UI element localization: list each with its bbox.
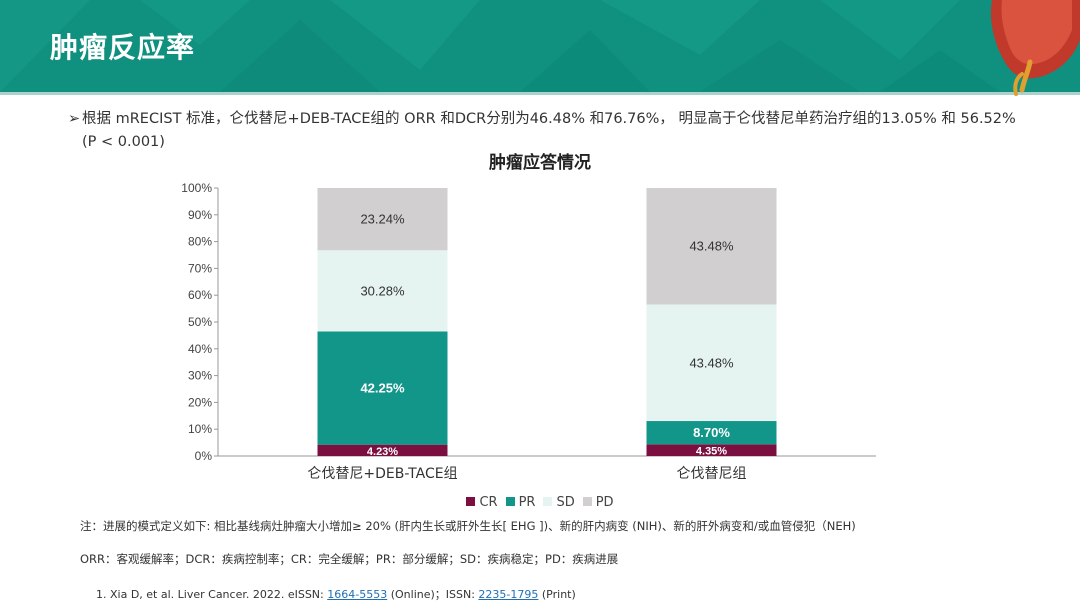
legend-item-cr: CR xyxy=(466,495,498,510)
liver-logo xyxy=(990,0,1080,96)
y-tick-label: 50% xyxy=(188,315,212,329)
data-label: 4.35% xyxy=(696,446,727,458)
legend-label: PR xyxy=(518,495,536,510)
legend-swatch xyxy=(543,497,553,506)
chart-title: 肿瘤应答情况 xyxy=(489,153,591,173)
bar-segment-cr xyxy=(317,444,448,456)
bar-segment-sd xyxy=(646,304,777,422)
note-abbreviations: ORR：客观缓解率；DCR：疾病控制率；CR：完全缓解；PR：部分缓解；SD：疾… xyxy=(80,552,619,566)
legend-item-pr: PR xyxy=(505,495,536,510)
y-tick-label: 100% xyxy=(181,181,212,195)
reference: 1. Xia D, et al. Liver Cancer. 2022. eIS… xyxy=(96,586,576,602)
header-divider xyxy=(0,92,1080,95)
bar-segment-pd xyxy=(646,187,777,305)
y-tick-label: 0% xyxy=(195,449,213,463)
data-label: 23.24% xyxy=(360,212,405,227)
chart-legend: CR PR SD PD xyxy=(0,495,1080,510)
summary-text: 根据 mRECIST 标准，仑伐替尼+DEB-TACE组的 ORR 和DCR分别… xyxy=(82,111,1016,150)
note-progression-definition: 注：进展的模式定义如下: 相比基线病灶肿瘤大小增加≥ 20% (肝内生长或肝外生… xyxy=(80,519,856,533)
legend-item-pd: PD xyxy=(582,495,614,510)
bullet-arrow-icon: ➢ xyxy=(68,111,81,127)
data-label: 43.48% xyxy=(689,355,734,370)
issn-link[interactable]: 2235-1795 xyxy=(478,588,539,601)
y-tick-label: 90% xyxy=(188,208,212,222)
bar-segment-pr xyxy=(646,421,777,445)
reference-mid: (Online)；ISSN: xyxy=(387,588,479,601)
y-tick-label: 80% xyxy=(188,235,212,249)
y-tick-label: 20% xyxy=(188,395,212,409)
header-pattern xyxy=(0,0,1000,92)
y-tick-label: 40% xyxy=(188,342,212,356)
bar-segment-pr xyxy=(317,331,448,445)
bar-segment-pd xyxy=(317,188,448,251)
data-label: 43.48% xyxy=(689,239,734,254)
data-label: 30.28% xyxy=(360,283,405,298)
reference-suffix: (Print) xyxy=(538,588,576,601)
summary-bullet: ➢ 根据 mRECIST 标准，仑伐替尼+DEB-TACE组的 ORR 和DCR… xyxy=(68,108,1028,154)
legend-label: PD xyxy=(595,495,614,510)
reference-prefix: 1. Xia D, et al. Liver Cancer. 2022. eIS… xyxy=(96,588,328,601)
page-title: 肿瘤反应率 xyxy=(50,31,196,64)
eissn-link[interactable]: 1664-5553 xyxy=(327,588,388,601)
y-tick-label: 60% xyxy=(188,288,212,302)
bar-segment-cr xyxy=(646,444,777,456)
legend-label: CR xyxy=(479,495,498,510)
data-label: 8.70% xyxy=(693,425,730,440)
header-banner: 肿瘤反应率 xyxy=(0,0,1080,92)
y-tick-label: 70% xyxy=(188,261,212,275)
legend-swatch xyxy=(505,497,515,506)
y-tick-label: 10% xyxy=(188,422,212,436)
legend-label: SD xyxy=(556,495,575,510)
bar-segment-sd xyxy=(317,250,448,332)
x-category-label: 仑伐替尼+DEB-TACE组 xyxy=(307,466,457,482)
x-category-label: 仑伐替尼组 xyxy=(677,466,747,482)
legend-swatch xyxy=(582,497,592,506)
data-label: 4.23% xyxy=(367,446,398,458)
legend-item-sd: SD xyxy=(543,495,575,510)
y-tick-label: 30% xyxy=(188,369,212,383)
legend-swatch xyxy=(466,497,476,506)
data-label: 42.25% xyxy=(360,381,405,396)
